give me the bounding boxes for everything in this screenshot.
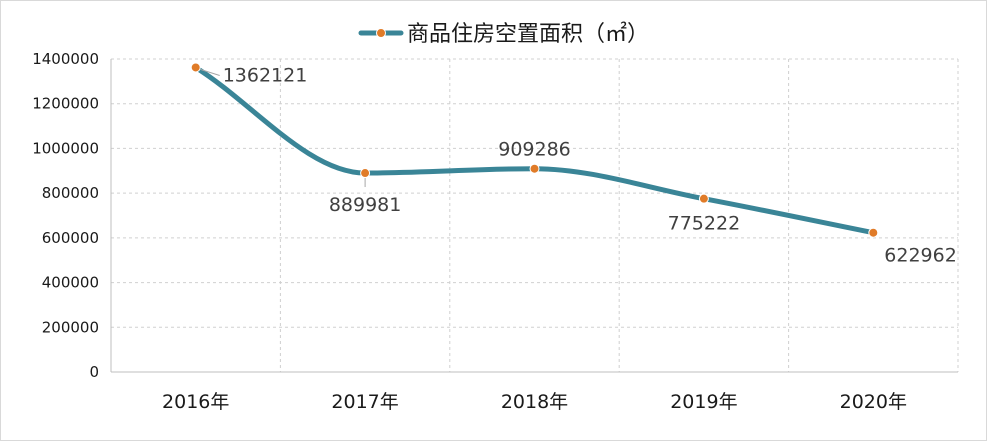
y-tick-label: 1200000 xyxy=(32,95,99,113)
y-tick-label: 0 xyxy=(89,363,99,381)
data-label: 775222 xyxy=(668,213,741,235)
data-label: 889981 xyxy=(329,194,402,216)
data-point xyxy=(360,168,371,179)
data-label: 909286 xyxy=(498,139,571,161)
y-tick-label: 600000 xyxy=(42,229,99,247)
x-tick-label: 2017年 xyxy=(331,391,398,413)
data-point xyxy=(190,62,201,73)
data-point xyxy=(698,193,709,204)
data-labels: 1362121 889981 909286 775222 622962 xyxy=(200,64,957,267)
x-tick-label: 2018年 xyxy=(501,391,568,413)
x-axis: 2016年 2017年 2018年 2019年 2020年 xyxy=(111,371,958,413)
legend: 商品住房空置面积（㎡） xyxy=(358,21,649,47)
x-tick-label: 2019年 xyxy=(670,391,737,413)
legend-label: 商品住房空置面积（㎡） xyxy=(407,21,649,47)
y-tick-label: 1000000 xyxy=(32,139,99,157)
y-tick-label: 400000 xyxy=(42,274,99,292)
data-point xyxy=(529,163,540,174)
grid-layer xyxy=(111,58,959,372)
data-label-leader xyxy=(200,68,220,76)
data-label: 622962 xyxy=(884,245,957,267)
x-tick-label: 2020年 xyxy=(840,391,907,413)
series-layer xyxy=(190,62,879,238)
y-tick-label: 1400000 xyxy=(32,50,99,68)
y-axis: 0 200000 400000 600000 800000 1000000 1200000 1… xyxy=(32,50,112,381)
data-label: 1362121 xyxy=(223,64,308,86)
legend-marker-swatch xyxy=(376,28,386,38)
data-point xyxy=(868,227,879,238)
y-tick-label: 200000 xyxy=(42,318,99,336)
y-tick-label: 800000 xyxy=(42,184,99,202)
x-tick-label: 2016年 xyxy=(162,391,229,413)
